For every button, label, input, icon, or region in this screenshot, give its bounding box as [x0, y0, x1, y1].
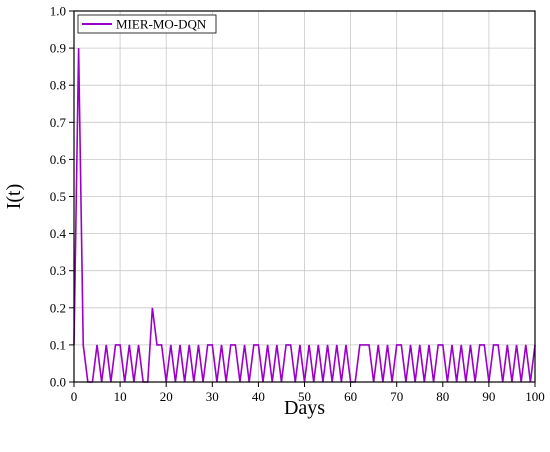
x-tick-label: 90 — [482, 389, 495, 404]
y-tick-label: 0.0 — [50, 375, 66, 390]
x-axis-ticks: 0 10 20 30 40 50 60 70 80 90 100 — [71, 382, 545, 404]
y-tick-label: 0.6 — [50, 152, 67, 167]
x-tick-label: 60 — [344, 389, 357, 404]
x-tick-label: 30 — [206, 389, 219, 404]
y-tick-label: 0.9 — [50, 41, 66, 56]
x-tick-label: 40 — [252, 389, 265, 404]
y-tick-label: 0.5 — [50, 189, 66, 204]
y-axis-label: I(t) — [3, 184, 25, 210]
y-tick-label: 0.8 — [50, 78, 66, 93]
x-tick-label: 100 — [525, 389, 545, 404]
grid-lines — [74, 11, 535, 382]
y-tick-label: 0.1 — [50, 337, 66, 352]
x-tick-label: 10 — [114, 389, 127, 404]
x-tick-label: 80 — [436, 389, 449, 404]
y-tick-label: 0.2 — [50, 300, 66, 315]
x-tick-label: 20 — [160, 389, 173, 404]
legend-label: MIER-MO-DQN — [116, 17, 207, 32]
x-tick-label: 0 — [71, 389, 78, 404]
x-axis-label: Days — [284, 397, 325, 419]
y-tick-label: 0.7 — [50, 115, 67, 130]
x-tick-label: 70 — [390, 389, 403, 404]
x-tick-label: 50 — [298, 389, 311, 404]
y-tick-label: 0.3 — [50, 263, 66, 278]
y-tick-label: 0.4 — [50, 226, 67, 241]
legend-box — [77, 14, 217, 34]
y-tick-label: 1.0 — [50, 4, 66, 19]
legend: MIER-MO-DQN — [77, 14, 217, 34]
y-axis-ticks: 0.0 0.1 0.2 0.3 0.4 0.5 0.6 0.7 0.8 0.9 1.0 — [50, 4, 74, 390]
